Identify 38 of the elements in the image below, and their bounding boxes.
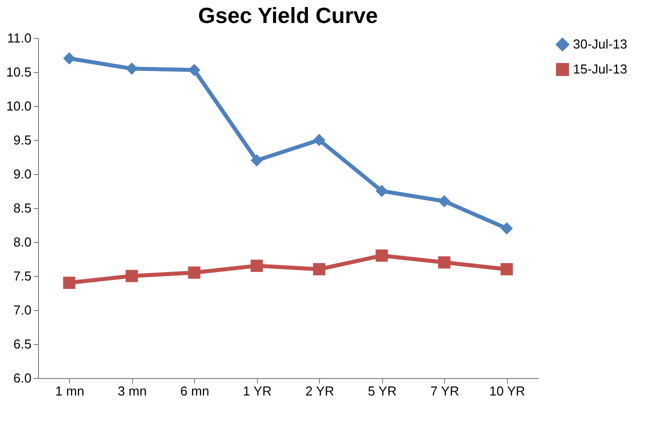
x-tick-label: 3 mn (118, 384, 147, 398)
y-tick-label: 9.0 (13, 166, 32, 182)
x-tick-label: 1 YR (242, 384, 272, 398)
y-tick-label: 11.0 (7, 30, 32, 46)
point (250, 154, 263, 167)
y-tick-label: 6.0 (13, 370, 32, 386)
x-tick-label: 5 YR (368, 384, 397, 398)
y-tick-label: 9.5 (13, 132, 32, 148)
x-tick-label: 6 mn (180, 384, 210, 398)
point (126, 62, 138, 75)
y-tick-label: 8.5 (13, 200, 32, 216)
point (438, 195, 450, 208)
chart-title: Gsec Yield Curve (198, 3, 378, 28)
y-tick-label: 7.5 (13, 268, 32, 284)
x-tick-label: 2 YR (305, 384, 334, 398)
point (438, 256, 450, 269)
point (126, 270, 138, 282)
point (63, 276, 76, 289)
x-tick-label: 1 mn (55, 384, 84, 398)
point (500, 263, 513, 276)
point (188, 266, 200, 279)
point (313, 263, 326, 276)
legend-label: 15-Jul-13 (573, 62, 628, 76)
point (250, 260, 263, 272)
x-tick-label: 7 YR (430, 384, 460, 398)
point (313, 134, 326, 146)
y-tick-label: 8.0 (13, 234, 32, 250)
point (500, 222, 513, 235)
y-tick-label: 10.0 (6, 98, 32, 114)
y-tick-label: 6.5 (13, 336, 32, 352)
legend-label: 30-Jul-13 (573, 36, 628, 52)
y-tick-label: 10.5 (6, 64, 32, 80)
point (63, 52, 76, 65)
point (188, 64, 200, 76)
y-tick-label: 7.0 (13, 302, 32, 318)
point (376, 249, 388, 262)
x-tick-label: 10 YR (489, 384, 526, 398)
point (376, 184, 388, 198)
